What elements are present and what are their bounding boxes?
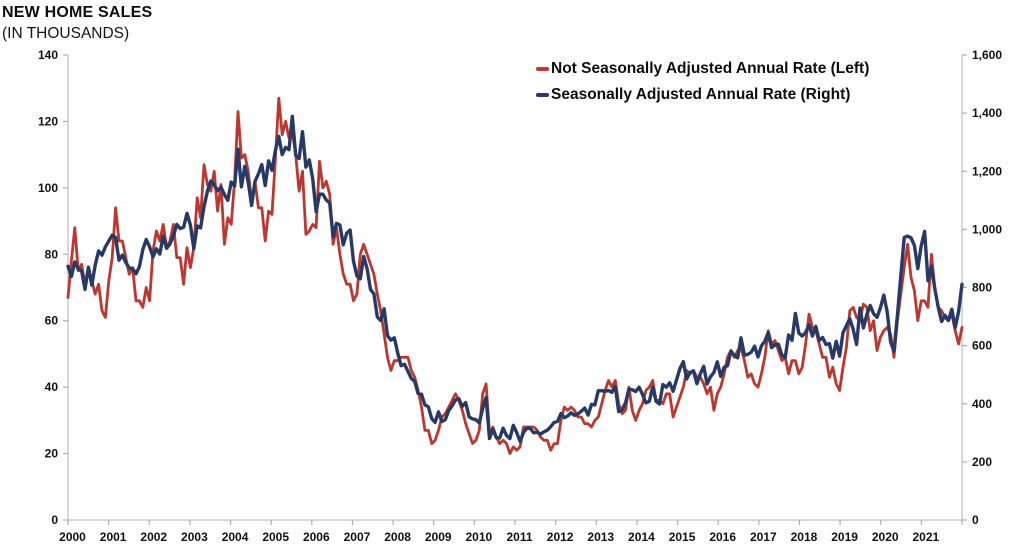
right-axis-tick-label: 1,200 [972,164,1002,178]
x-axis-year-label: 2005 [262,530,289,544]
legend-item-nsa: Not Seasonally Adjusted Annual Rate (Lef… [536,56,869,82]
x-axis-year-label: 2002 [140,530,167,544]
x-axis-year-label: 2020 [872,530,899,544]
x-axis-year-label: 2003 [181,530,208,544]
left-axis-tick-label: 20 [45,447,59,461]
left-axis-tick-label: 0 [51,513,58,527]
saar-series-marker-icon [536,93,549,97]
series-line-saar [66,114,964,444]
chart-legend: Not Seasonally Adjusted Annual Rate (Lef… [536,56,869,108]
left-axis-tick-label: 80 [45,247,59,261]
x-axis-year-label: 2006 [303,530,330,544]
x-axis-year-label: 2019 [831,530,858,544]
right-axis-tick-label: 1,600 [972,48,1002,62]
x-axis-year-label: 2021 [913,530,940,544]
x-axis-year-label: 2018 [791,530,818,544]
chart-subtitle: (IN THOUSANDS) [2,24,130,42]
x-axis-year-label: 2012 [547,530,574,544]
series-line-nsa [66,96,964,456]
left-axis-tick-label: 140 [38,48,58,62]
chart-title: NEW HOME SALES [2,4,153,21]
right-axis-tick-label: 200 [972,455,992,469]
x-axis-year-label: 2016 [709,530,736,544]
x-axis-year-label: 2004 [222,530,249,544]
x-axis-year-label: 2014 [628,530,655,544]
right-axis-tick-label: 1,000 [972,222,1002,236]
right-axis-tick-label: 800 [972,281,992,295]
x-axis-year-label: 2008 [384,530,411,544]
left-axis-tick-label: 60 [45,314,59,328]
x-axis-year-label: 2007 [344,530,371,544]
x-axis-year-label: 2013 [587,530,614,544]
nsa-series-marker-icon [536,67,549,71]
x-axis-year-label: 2010 [466,530,493,544]
x-axis-year-label: 2017 [750,530,777,544]
x-axis-year-label: 2001 [100,530,127,544]
x-axis-year-label: 2011 [506,530,532,544]
x-axis-year-label: 2015 [669,530,696,544]
left-axis-tick-label: 100 [38,181,58,195]
left-axis-tick-label: 40 [45,380,59,394]
right-axis-tick-label: 1,400 [972,106,1002,120]
right-axis-tick-label: 600 [972,339,992,353]
left-axis-tick-label: 120 [38,114,58,128]
right-axis-tick-label: 400 [972,397,992,411]
legend-label-nsa: Not Seasonally Adjusted Annual Rate (Lef… [551,60,870,77]
chart-title-block: NEW HOME SALES (IN THOUSANDS) [2,2,152,45]
x-axis-year-label: 2009 [425,530,452,544]
x-axis-year-label: 2000 [59,530,86,544]
legend-label-saar: Seasonally Adjusted Annual Rate (Right) [551,86,851,103]
right-axis-tick-label: 0 [972,513,979,527]
legend-item-saar: Seasonally Adjusted Annual Rate (Right) [536,82,869,108]
